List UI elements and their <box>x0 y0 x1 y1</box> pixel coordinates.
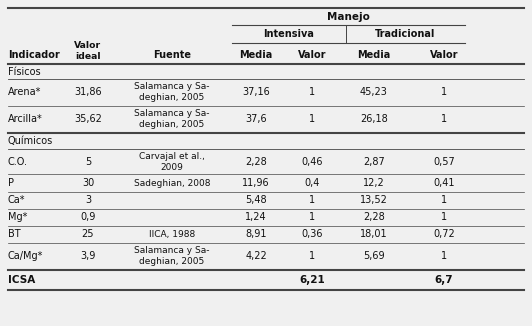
Text: Sadeghian, 2008: Sadeghian, 2008 <box>134 179 210 187</box>
Text: 1: 1 <box>309 114 315 124</box>
Text: Media: Media <box>358 50 390 60</box>
Text: 13,52: 13,52 <box>360 195 388 205</box>
Text: Arena*: Arena* <box>8 87 41 97</box>
Text: 3: 3 <box>85 195 91 205</box>
Text: Indicador: Indicador <box>8 50 60 60</box>
Text: 0,46: 0,46 <box>301 157 323 167</box>
Text: Salamanca y Sa-
deghian, 2005: Salamanca y Sa- deghian, 2005 <box>134 109 210 129</box>
Text: 0,36: 0,36 <box>301 229 323 239</box>
Text: 0,9: 0,9 <box>80 212 96 222</box>
Text: 4,22: 4,22 <box>245 251 267 261</box>
Text: 0,57: 0,57 <box>433 157 455 167</box>
Text: 1: 1 <box>309 212 315 222</box>
Text: Valor: Valor <box>430 50 458 60</box>
Text: 5,69: 5,69 <box>363 251 385 261</box>
Text: Media: Media <box>239 50 272 60</box>
Text: 30: 30 <box>82 178 94 188</box>
Text: 1: 1 <box>441 114 447 124</box>
Text: 11,96: 11,96 <box>242 178 270 188</box>
Text: Manejo: Manejo <box>327 12 370 22</box>
Text: Carvajal et al.,
2009: Carvajal et al., 2009 <box>139 152 205 172</box>
Text: 1: 1 <box>441 87 447 97</box>
Text: 1: 1 <box>309 251 315 261</box>
Text: 6,21: 6,21 <box>299 275 325 285</box>
Text: 5,48: 5,48 <box>245 195 267 205</box>
Text: Químicos: Químicos <box>8 136 53 146</box>
Text: Mg*: Mg* <box>8 212 27 222</box>
Text: 26,18: 26,18 <box>360 114 388 124</box>
Text: P: P <box>8 178 14 188</box>
Text: 35,62: 35,62 <box>74 114 102 124</box>
Text: 2,87: 2,87 <box>363 157 385 167</box>
Text: 2,28: 2,28 <box>363 212 385 222</box>
Text: 0,41: 0,41 <box>433 178 455 188</box>
Text: 37,16: 37,16 <box>242 87 270 97</box>
Text: Ca*: Ca* <box>8 195 26 205</box>
Text: 5: 5 <box>85 157 91 167</box>
Text: 1: 1 <box>309 87 315 97</box>
Text: 1: 1 <box>441 212 447 222</box>
Text: ICSA: ICSA <box>8 275 35 285</box>
Text: Valor: Valor <box>298 50 326 60</box>
Text: 0,4: 0,4 <box>304 178 320 188</box>
Text: Físicos: Físicos <box>8 67 40 77</box>
Text: 45,23: 45,23 <box>360 87 388 97</box>
Text: Salamanca y Sa-
deghian, 2005: Salamanca y Sa- deghian, 2005 <box>134 82 210 102</box>
Text: 0,72: 0,72 <box>433 229 455 239</box>
Text: Arcilla*: Arcilla* <box>8 114 43 124</box>
Text: 1: 1 <box>309 195 315 205</box>
Text: 18,01: 18,01 <box>360 229 388 239</box>
Text: Fuente: Fuente <box>153 50 191 60</box>
Text: 6,7: 6,7 <box>435 275 453 285</box>
Text: 31,86: 31,86 <box>74 87 102 97</box>
Text: Intensiva: Intensiva <box>263 29 314 39</box>
Text: 1: 1 <box>441 251 447 261</box>
Text: C.O.: C.O. <box>8 157 28 167</box>
Text: Salamanca y Sa-
deghian, 2005: Salamanca y Sa- deghian, 2005 <box>134 246 210 266</box>
Text: 37,6: 37,6 <box>245 114 267 124</box>
Text: 25: 25 <box>82 229 94 239</box>
Text: 2,28: 2,28 <box>245 157 267 167</box>
Text: Ca/Mg*: Ca/Mg* <box>8 251 44 261</box>
Text: 8,91: 8,91 <box>245 229 267 239</box>
Text: IICA, 1988: IICA, 1988 <box>149 230 195 239</box>
Text: Valor
ideal: Valor ideal <box>74 41 102 61</box>
Text: BT: BT <box>8 229 21 239</box>
Text: 3,9: 3,9 <box>80 251 96 261</box>
Text: 1: 1 <box>441 195 447 205</box>
Text: 1,24: 1,24 <box>245 212 267 222</box>
Text: 12,2: 12,2 <box>363 178 385 188</box>
Text: Tradicional: Tradicional <box>375 29 436 39</box>
